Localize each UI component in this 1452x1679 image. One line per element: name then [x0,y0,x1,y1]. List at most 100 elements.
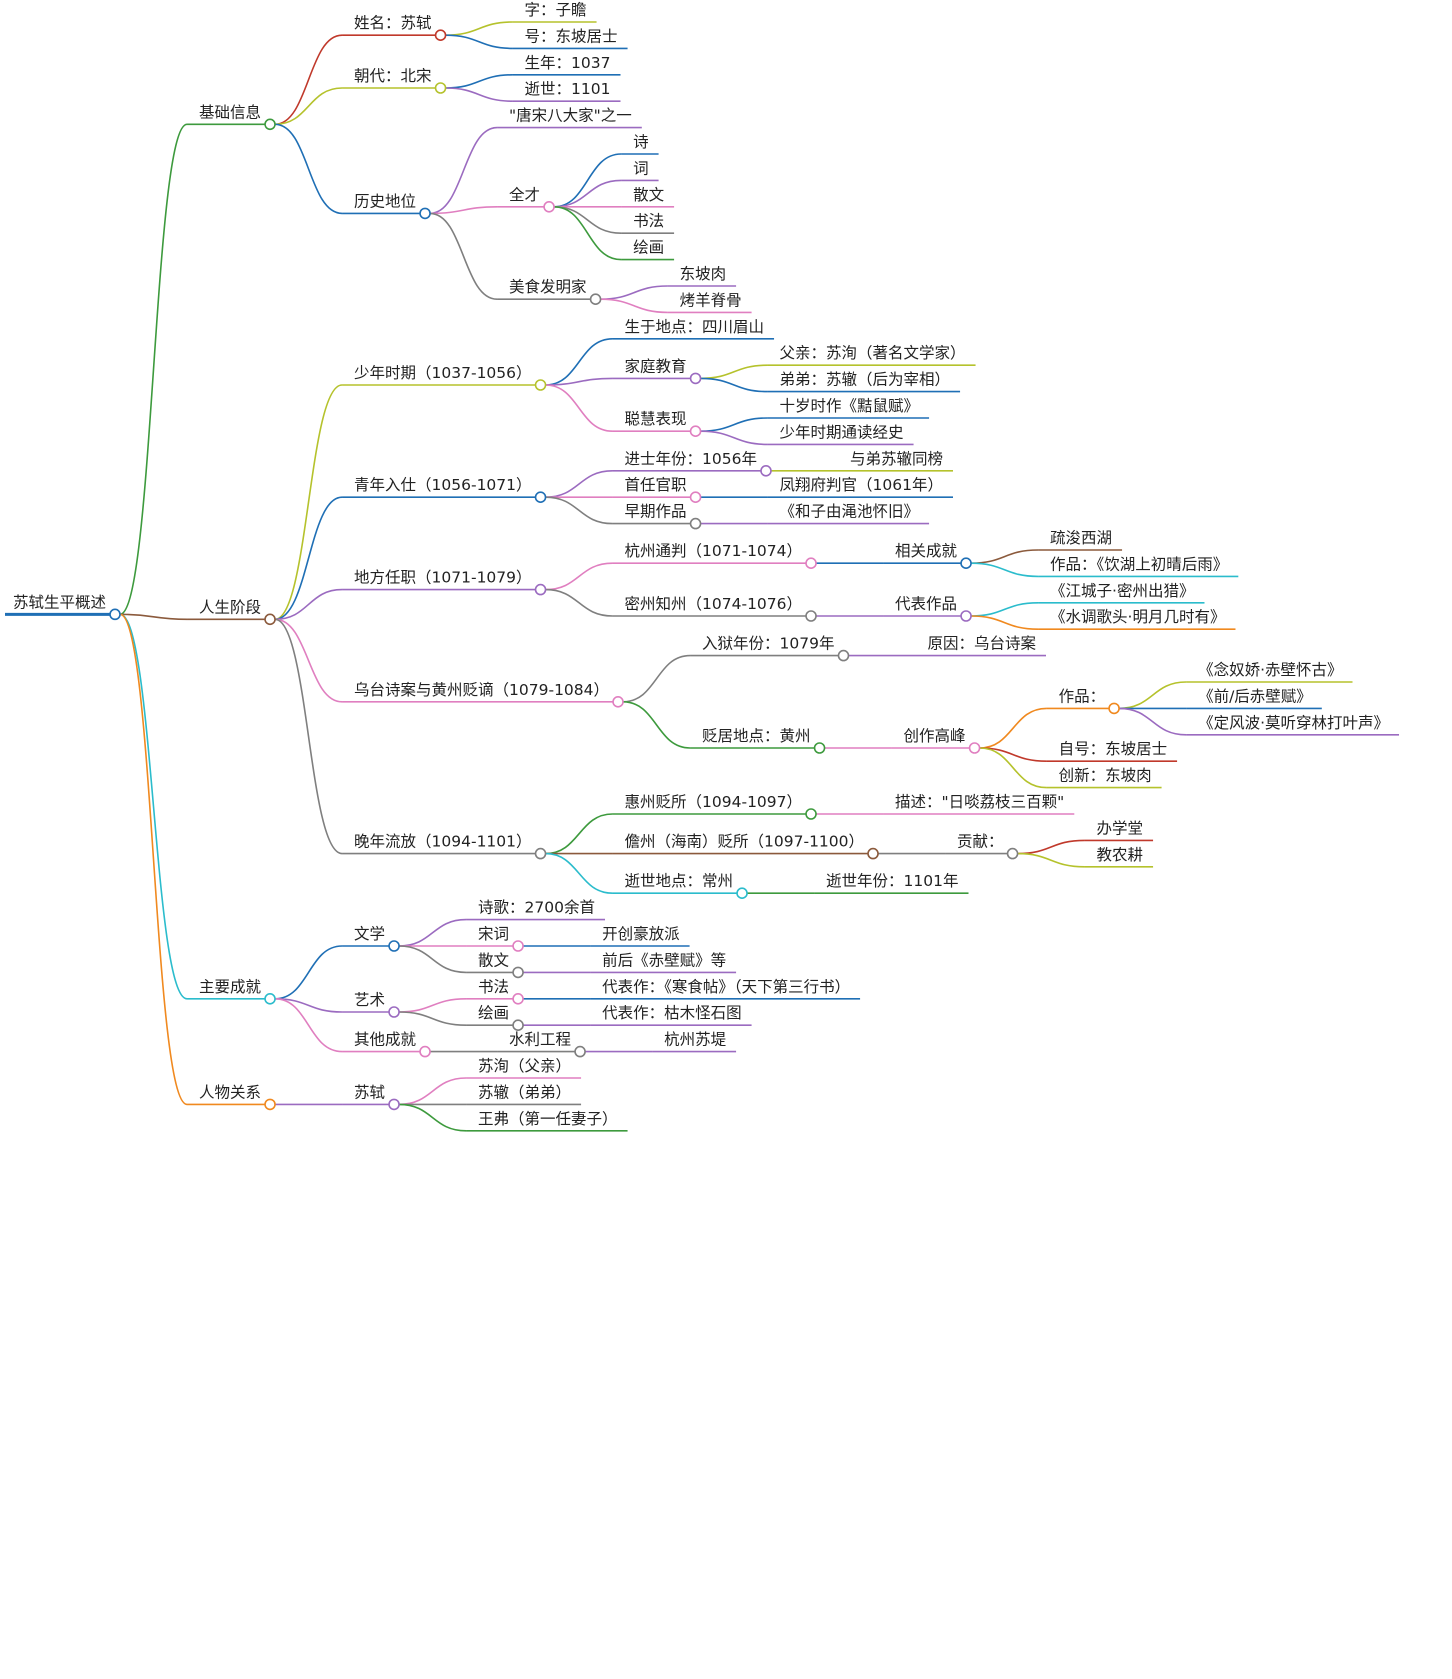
node-label: 人物关系 [199,1083,261,1101]
node-label: 十岁时作《黠鼠赋》 [780,397,920,415]
node-dot [612,695,624,708]
node-label: 前后《赤壁赋》等 [602,951,726,969]
node-label: 书法 [633,212,664,230]
node-label: 艺术 [354,991,385,1009]
node-label: 绘画 [478,1004,509,1022]
node-dot [264,118,276,131]
node-label: 作品：《饮湖上初晴后雨》 [1050,555,1228,573]
branch [554,206,622,234]
node-label: 开创豪放派 [602,924,680,943]
branch [554,206,622,261]
node-label: 宋词 [478,925,509,943]
node-label: 进士年份：1056年 [625,450,757,468]
branch [445,34,513,50]
node-label: 人生阶段 [199,598,261,616]
branch [274,496,343,621]
branch [971,615,1039,630]
node-label: 绘画 [633,239,664,257]
branch [274,618,343,703]
node-dot [805,808,817,820]
node-label: 疏浚西湖 [1050,529,1112,547]
node-label: 全才 [509,186,540,204]
node-dot [805,557,817,570]
branch [399,1077,467,1106]
branch [429,126,498,215]
node-dot [388,940,400,952]
node-dot [434,82,447,94]
branch [554,153,622,208]
node-dot [574,1045,586,1058]
node-dot [534,491,547,504]
node-dot [689,425,702,438]
edges [5,21,1400,1132]
branch [554,179,622,208]
node-dot [960,610,972,622]
node-label: 代表作：《寒食帖》（天下第三行书） [602,977,850,996]
node-dot [512,1019,524,1031]
node-label: 凤翔府判官（1061年） [780,476,943,494]
node-label: 苏轼生平概述 [13,593,106,611]
node-dot [867,847,879,860]
branch [275,945,343,1000]
node-label: 少年时期通读经史 [780,423,904,441]
node-label: 《水调歌头·明月几时有》 [1050,608,1225,626]
branch [1119,707,1187,736]
node-dot [419,1045,431,1058]
node-dot [264,992,276,1005]
node-label: 入狱年份：1079年 [702,635,834,653]
branch [1017,839,1085,855]
node-label: 代表作：枯木怪石图 [602,1004,742,1022]
branch [399,1011,467,1026]
node-dot [512,940,524,952]
branch [275,998,343,1013]
node-label: 朝代：北宋 [354,67,432,85]
branch [274,384,343,621]
node-dot [264,1098,276,1111]
branch [119,123,188,616]
node-label: 基础信息 [199,103,261,121]
node-label: 贡献： [957,833,1004,851]
node-dot [689,517,702,530]
node-dot [760,464,772,477]
node-label: 教农耕 [1097,846,1144,864]
branch [545,813,613,855]
node-dot [434,29,447,42]
branch [700,377,768,393]
branch [275,87,343,126]
node-label: 苏洵（父亲） [478,1057,571,1075]
node-label: 生于地点：四川眉山 [625,318,765,336]
branch [545,470,613,498]
node-label: 逝世地点：常州 [625,872,734,890]
branch [275,588,343,621]
node-label: 乌台诗案与黄州贬谪（1079-1084） [354,681,609,699]
node-label: 创作高峰 [904,727,966,745]
node-dot [689,491,702,504]
node-label: 诗 [633,133,649,151]
node-label: 号：东坡居士 [525,27,618,45]
node-label: 《前/后赤壁赋》 [1198,687,1312,705]
node-label: 家庭教育 [625,357,687,375]
branch [1119,681,1187,710]
node-label: 苏辙（弟弟） [478,1083,571,1101]
branch [120,613,188,621]
branch [545,496,613,525]
node-label: 姓名：苏轼 [354,14,432,32]
node-dot [1006,847,1019,860]
node-label: 作品： [1059,687,1106,705]
branch [600,285,668,300]
node-label: 自号：东坡居士 [1059,740,1168,758]
node-dot [534,847,547,860]
node-label: 烤羊脊骨 [680,291,742,309]
node-dot [968,742,981,754]
node-dot [837,649,850,662]
branch [1017,852,1085,868]
branch [979,707,1047,749]
branch [971,562,1039,578]
node-dot [689,372,702,385]
node-dot [813,742,826,754]
branch [545,377,613,386]
node-label: 散文 [478,951,509,969]
node-label: 《和子由渑池怀旧》 [780,503,920,521]
node-dot [534,583,547,596]
